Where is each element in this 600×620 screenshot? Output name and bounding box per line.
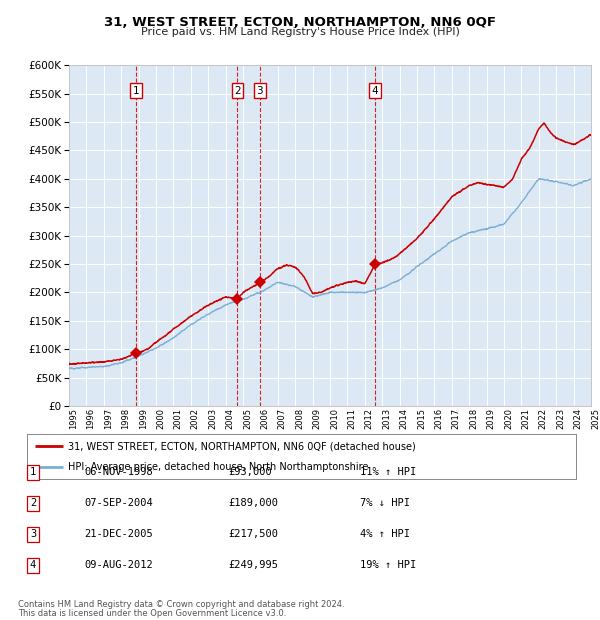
Text: £189,000: £189,000 [228,498,278,508]
Text: 2019: 2019 [487,408,496,429]
Text: 2014: 2014 [400,408,409,429]
Text: This data is licensed under the Open Government Licence v3.0.: This data is licensed under the Open Gov… [18,609,286,618]
Text: 2008: 2008 [295,408,304,429]
Text: 1999: 1999 [139,408,148,429]
Text: 2: 2 [30,498,36,508]
Text: 11% ↑ HPI: 11% ↑ HPI [360,467,416,477]
Text: 2003: 2003 [208,408,217,429]
Text: 2020: 2020 [504,408,513,429]
Text: 2010: 2010 [330,408,339,429]
Text: £217,500: £217,500 [228,529,278,539]
Text: 2012: 2012 [365,408,374,429]
Text: 4: 4 [372,86,379,95]
Text: 1995: 1995 [69,408,78,429]
Text: 21-DEC-2005: 21-DEC-2005 [84,529,153,539]
Text: 7% ↓ HPI: 7% ↓ HPI [360,498,410,508]
Text: 2000: 2000 [156,408,165,429]
Text: 2011: 2011 [347,408,356,429]
Text: 2004: 2004 [226,408,235,429]
Text: 2005: 2005 [243,408,252,429]
Text: 2009: 2009 [313,408,322,429]
Text: 1: 1 [30,467,36,477]
Text: 2018: 2018 [469,408,478,429]
Text: 2022: 2022 [539,408,548,429]
Text: 31, WEST STREET, ECTON, NORTHAMPTON, NN6 0QF (detached house): 31, WEST STREET, ECTON, NORTHAMPTON, NN6… [68,441,416,451]
Text: 2024: 2024 [574,408,583,429]
Text: 2015: 2015 [417,408,426,429]
Text: 06-NOV-1998: 06-NOV-1998 [84,467,153,477]
Text: 2001: 2001 [173,408,182,429]
Text: 2: 2 [234,86,241,95]
Text: Price paid vs. HM Land Registry's House Price Index (HPI): Price paid vs. HM Land Registry's House … [140,27,460,37]
Text: 1998: 1998 [121,408,130,429]
Text: 3: 3 [30,529,36,539]
Text: 2013: 2013 [382,408,391,429]
Text: HPI: Average price, detached house, North Northamptonshire: HPI: Average price, detached house, Nort… [68,461,368,472]
Text: 2007: 2007 [278,408,287,429]
Text: 09-AUG-2012: 09-AUG-2012 [84,560,153,570]
Text: 1997: 1997 [104,408,113,429]
Text: 3: 3 [257,86,263,95]
Text: 31, WEST STREET, ECTON, NORTHAMPTON, NN6 0QF: 31, WEST STREET, ECTON, NORTHAMPTON, NN6… [104,16,496,29]
Text: 1: 1 [133,86,139,95]
Text: 19% ↑ HPI: 19% ↑ HPI [360,560,416,570]
Text: 4: 4 [30,560,36,570]
Text: 4% ↑ HPI: 4% ↑ HPI [360,529,410,539]
Text: Contains HM Land Registry data © Crown copyright and database right 2024.: Contains HM Land Registry data © Crown c… [18,600,344,609]
Text: £249,995: £249,995 [228,560,278,570]
Text: 2002: 2002 [191,408,200,429]
Text: 2006: 2006 [260,408,269,429]
Text: 1996: 1996 [86,408,95,429]
Text: 2016: 2016 [434,408,443,429]
Text: 2017: 2017 [452,408,461,429]
Text: 2021: 2021 [521,408,530,429]
Text: £93,000: £93,000 [228,467,272,477]
Text: 07-SEP-2004: 07-SEP-2004 [84,498,153,508]
Text: 2023: 2023 [556,408,565,429]
Text: 2025: 2025 [591,408,600,429]
